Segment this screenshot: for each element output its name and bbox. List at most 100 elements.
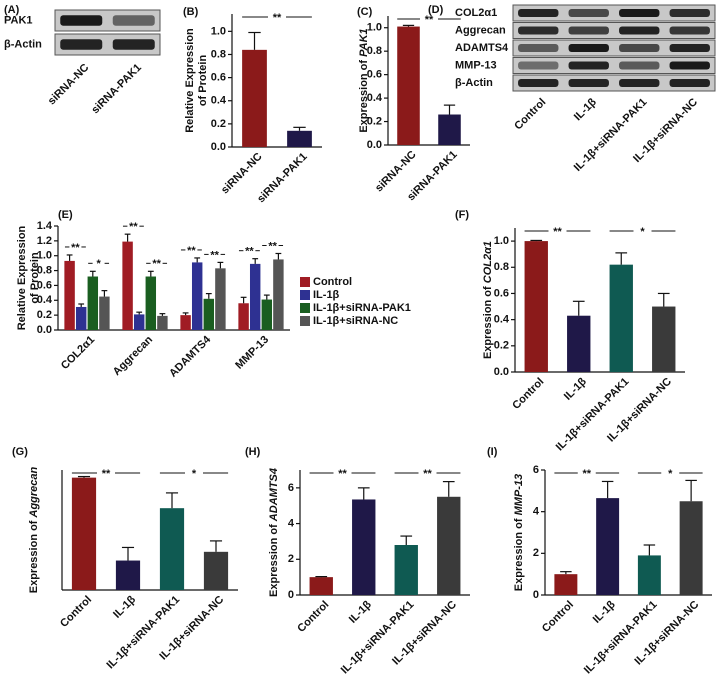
error-bar — [217, 261, 224, 269]
bar — [438, 114, 461, 145]
blot-band — [619, 26, 660, 35]
y-axis-label-part: Expression of — [268, 521, 280, 597]
y-axis-label-gene: MMP-13 — [513, 474, 525, 516]
y-tick-label: 0.8 — [211, 48, 226, 60]
y-axis-label-part: Relative Expression — [16, 225, 28, 330]
x-tick-label: IL-1β — [562, 375, 589, 402]
y-tick-label: 2 — [288, 553, 294, 565]
significance-label: ** — [102, 468, 111, 480]
error-bar — [293, 126, 306, 131]
lane-label: siRNA-NC — [46, 62, 92, 108]
x-tick-label: IL-1β+siRNA-PAK1 — [339, 599, 417, 677]
y-axis-label: Expression of COL2α1 — [482, 241, 494, 359]
y-tick-label: 1.0 — [367, 22, 382, 34]
bar — [203, 551, 229, 590]
lane-label: IL-1β — [572, 96, 599, 123]
bar — [524, 241, 548, 372]
blot-band — [619, 61, 660, 70]
bar — [609, 264, 633, 372]
significance-label: ** — [423, 468, 432, 480]
error-bar — [89, 270, 96, 277]
x-tick-label: Control — [540, 599, 576, 635]
y-tick-label: 0.6 — [494, 287, 509, 299]
significance-label: ** — [71, 242, 80, 254]
error-bar — [572, 300, 585, 316]
significance-label: * — [96, 258, 101, 270]
x-tick-label: Control — [295, 599, 331, 635]
blot-band — [568, 9, 609, 17]
significance-label: ** — [187, 245, 196, 257]
lane-label: siRNA-PAK1 — [89, 62, 144, 117]
x-tick-label: IL-1β+siRNA-PAK1 — [104, 594, 182, 672]
y-tick-label: 0.6 — [37, 279, 52, 291]
legend-label: IL-1β+siRNA-PAK1 — [313, 302, 411, 314]
significance-label: ** — [553, 226, 562, 238]
y-axis-label: of Protein — [197, 55, 209, 107]
y-axis-label-part: Expression of — [358, 57, 370, 133]
blot-band — [669, 9, 710, 17]
x-tick-label: Aggrecan — [111, 334, 156, 379]
bar — [157, 315, 168, 330]
blot-band — [669, 79, 710, 87]
legend-swatch — [300, 290, 310, 300]
lane-label: Control — [512, 96, 548, 132]
significance-label: ** — [582, 468, 591, 480]
error-bar — [182, 312, 189, 316]
y-tick-label: 0 — [288, 589, 294, 601]
blot-band — [518, 79, 559, 87]
panel-label: (B) — [183, 6, 199, 18]
blot-strip — [512, 39, 716, 57]
x-tick-label: Control — [510, 376, 546, 412]
y-axis-label: Expression of MMP-13 — [513, 474, 525, 591]
panel-label: (D) — [428, 4, 444, 16]
y-tick-label: 0.6 — [211, 72, 226, 84]
blot-band — [669, 44, 710, 52]
x-tick-label: COL2α1 — [59, 334, 97, 372]
y-tick-label: 0.0 — [37, 324, 52, 336]
blot-strip — [512, 22, 716, 39]
y-tick-label: 6 — [533, 464, 539, 476]
bar — [122, 241, 133, 330]
bar — [215, 268, 226, 330]
y-axis-label: Relative Expression — [16, 225, 28, 330]
bar — [159, 508, 185, 590]
x-tick-label: IL-1β+siRNA-PAK1 — [582, 599, 660, 677]
panel-label: (A) — [4, 4, 20, 16]
bar — [554, 574, 578, 595]
error-bar — [275, 252, 282, 260]
y-axis-label-part: Relative Expression — [184, 28, 196, 133]
y-tick-label: 0.2 — [37, 309, 52, 321]
bar — [273, 259, 284, 330]
panel-label: (I) — [487, 446, 498, 458]
legend-swatch — [300, 277, 310, 287]
blot-band — [619, 79, 660, 87]
bar — [180, 315, 191, 330]
bar — [71, 477, 97, 590]
x-tick-label: IL-1β — [347, 598, 374, 625]
bar — [352, 499, 376, 595]
bar — [249, 263, 261, 330]
error-bar — [402, 24, 415, 27]
y-tick-label: 1.0 — [211, 25, 226, 37]
error-bar — [159, 313, 166, 316]
y-tick-label: 0.4 — [37, 294, 53, 306]
blot-strip — [512, 74, 716, 92]
y-tick-label: 0.4 — [211, 95, 227, 107]
bar — [261, 299, 273, 330]
error-bar — [147, 270, 154, 277]
y-tick-label: 0.2 — [367, 115, 382, 127]
bar — [637, 555, 661, 595]
y-axis-label-part: Expression of — [28, 517, 40, 593]
blot-band — [669, 26, 710, 35]
x-tick-label: MMP-13 — [233, 334, 271, 372]
blot-strip — [512, 57, 716, 74]
bar — [191, 262, 203, 330]
legend-label: IL-1β — [313, 289, 340, 301]
bar — [596, 498, 620, 595]
error-bar — [121, 546, 135, 561]
blot-band — [568, 61, 609, 70]
y-tick-label: 0.0 — [494, 366, 509, 378]
error-bar — [530, 239, 543, 242]
y-axis-label: Expression of Aggrecan — [28, 466, 40, 593]
blot-row-label: β-Actin — [4, 38, 42, 50]
